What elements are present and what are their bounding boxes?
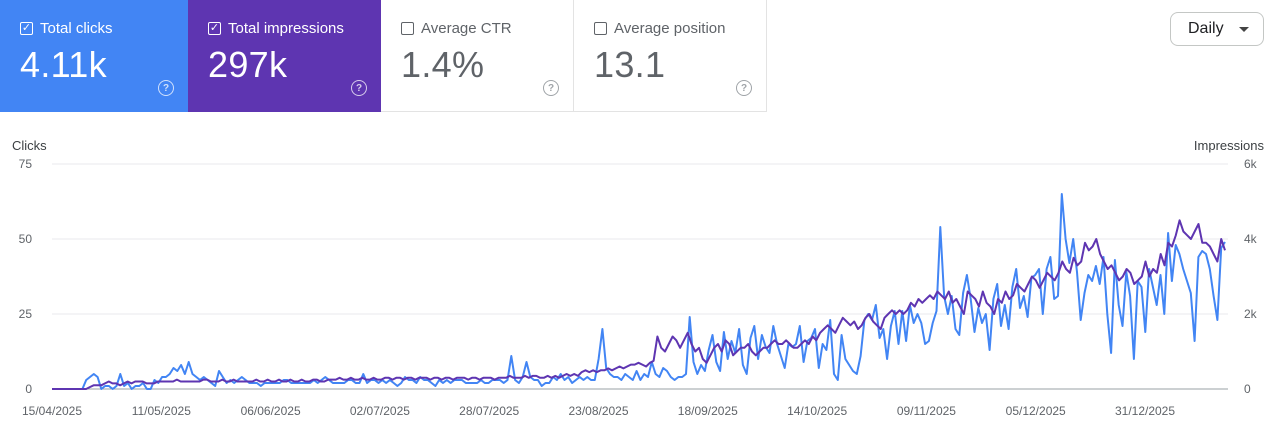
card-value: 4.11k <box>20 44 107 85</box>
granularity-label: Daily <box>1188 20 1224 37</box>
clicks-series-line <box>52 193 1226 390</box>
card-label: Total impressions <box>228 20 344 37</box>
x-tick-label: 18/09/2025 <box>678 404 738 418</box>
left-tick-label: 0 <box>25 382 32 396</box>
card-label: Average CTR <box>421 20 512 37</box>
x-tick-label: 14/10/2025 <box>787 404 847 418</box>
card-label: Average position <box>614 20 726 37</box>
average-position-card[interactable]: Average position 13.1 ? <box>574 0 767 112</box>
right-axis-title: Impressions <box>1194 138 1265 153</box>
help-icon[interactable]: ? <box>158 80 174 96</box>
caret-down-icon <box>1239 27 1249 32</box>
help-icon[interactable]: ? <box>736 80 752 96</box>
x-tick-label: 23/08/2025 <box>568 404 628 418</box>
x-tick-label: 28/07/2025 <box>459 404 519 418</box>
left-tick-label: 75 <box>19 157 33 171</box>
right-tick-label: 4k <box>1244 232 1258 246</box>
help-icon[interactable]: ? <box>543 80 559 96</box>
card-value: 297k <box>208 44 288 85</box>
x-tick-label: 11/05/2025 <box>132 404 191 418</box>
granularity-dropdown[interactable]: Daily <box>1170 12 1264 46</box>
x-tick-label: 05/12/2025 <box>1006 404 1066 418</box>
x-tick-label: 31/12/2025 <box>1115 404 1175 418</box>
checkbox-unchecked-icon[interactable] <box>594 22 607 35</box>
left-tick-label: 25 <box>19 307 33 321</box>
left-tick-label: 50 <box>19 232 33 246</box>
total-impressions-card[interactable]: ✓ Total impressions 297k ? <box>188 0 381 112</box>
card-value: 13.1 <box>594 44 666 85</box>
average-ctr-card[interactable]: Average CTR 1.4% ? <box>381 0 574 112</box>
impressions-series-line <box>52 219 1226 390</box>
x-tick-label: 06/06/2025 <box>241 404 301 418</box>
card-label: Total clicks <box>40 20 113 37</box>
x-tick-label: 09/11/2025 <box>897 404 956 418</box>
help-icon[interactable]: ? <box>351 80 367 96</box>
checkbox-unchecked-icon[interactable] <box>401 22 414 35</box>
total-clicks-card[interactable]: ✓ Total clicks 4.11k ? <box>0 0 188 112</box>
metric-cards: ✓ Total clicks 4.11k ? ✓ Total impressions… <box>0 0 767 112</box>
checkbox-checked-icon[interactable]: ✓ <box>208 22 221 35</box>
performance-chart: Clicks Impressions 75 6k 50 4k 25 2k 0 0 15/04/202… <box>12 138 1265 418</box>
left-axis-title: Clicks <box>12 138 47 153</box>
right-tick-label: 6k <box>1244 157 1258 171</box>
checkbox-checked-icon[interactable]: ✓ <box>20 22 33 35</box>
x-tick-label: 02/07/2025 <box>350 404 410 418</box>
right-tick-label: 2k <box>1244 307 1258 321</box>
card-value: 1.4% <box>401 44 485 85</box>
x-tick-label: 15/04/2025 <box>22 404 82 418</box>
right-tick-label: 0 <box>1244 382 1251 396</box>
